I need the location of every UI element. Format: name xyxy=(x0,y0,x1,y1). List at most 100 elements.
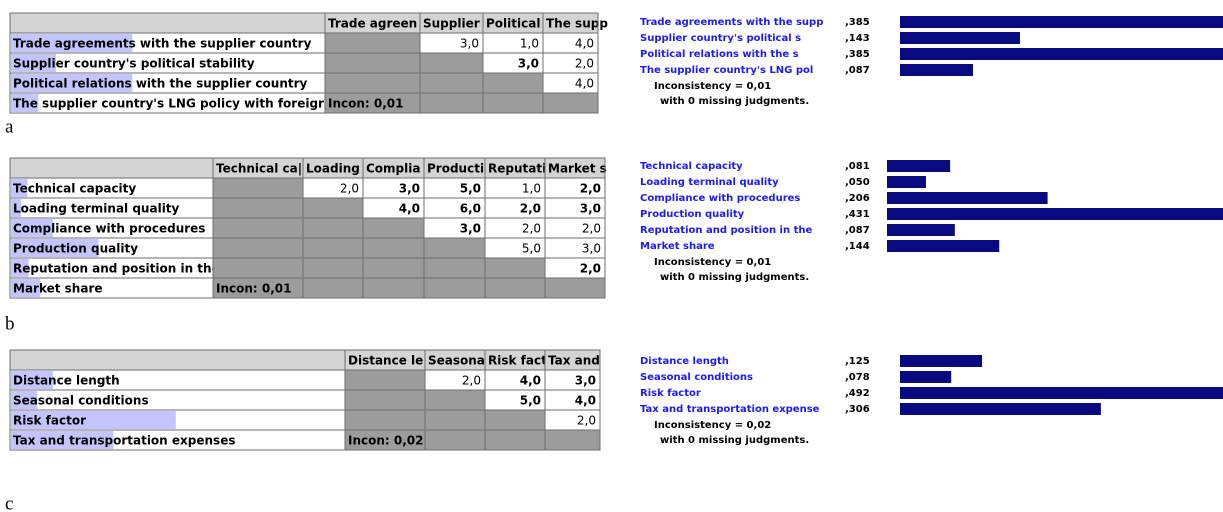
priority-name: Political relations with the s xyxy=(640,49,799,60)
judgment: 4,0 xyxy=(575,37,594,51)
table-border xyxy=(9,349,601,451)
judgment: 3,0 xyxy=(575,374,596,388)
empty-cell xyxy=(324,52,421,74)
priority-highlight xyxy=(11,391,38,409)
priority-highlight xyxy=(11,54,57,72)
inconsistency-cell: Incon: 0,02 xyxy=(348,434,424,448)
empty-cell xyxy=(362,237,425,259)
priority-value: ,125 xyxy=(845,356,870,367)
empty-cell xyxy=(419,72,484,94)
priority-name: Risk factor xyxy=(640,388,701,399)
priority-name: Compliance with procedures xyxy=(640,193,800,204)
column-header: Supplier xyxy=(423,17,480,31)
panel-letter: b xyxy=(5,313,15,334)
priority-bar xyxy=(900,32,1020,44)
priority-bar xyxy=(887,208,1223,220)
priority-bar xyxy=(900,387,1223,399)
empty-cell xyxy=(212,197,304,219)
column-header: Loading xyxy=(306,162,360,176)
judgment: 1,0 xyxy=(520,37,539,51)
row-label: Technical capacity xyxy=(13,182,136,196)
priority-highlight xyxy=(11,179,28,197)
judgment: 3,0 xyxy=(518,57,539,71)
empty-cell xyxy=(484,429,546,451)
priority-value: ,078 xyxy=(845,372,870,383)
priority-highlight xyxy=(11,431,114,449)
priority-value: ,081 xyxy=(845,161,870,172)
judgment: 1,0 xyxy=(522,182,541,196)
priority-highlight xyxy=(11,371,53,389)
priority-value: ,050 xyxy=(845,177,870,188)
empty-cell xyxy=(424,409,486,431)
row-label: Reputation and position in the xyxy=(13,262,220,276)
empty-cell xyxy=(324,32,421,54)
empty-cell xyxy=(544,277,606,299)
empty-cell xyxy=(212,217,304,239)
judgment: 3,0 xyxy=(460,37,479,51)
empty-cell xyxy=(419,52,484,74)
table-border xyxy=(9,12,599,114)
priority-name: Market share xyxy=(640,241,715,252)
empty-cell xyxy=(362,217,425,239)
priority-value: ,143 xyxy=(845,33,870,44)
priority-value: ,306 xyxy=(845,404,870,415)
missing-judgments: with 0 missing judgments. xyxy=(660,272,809,283)
empty-cell xyxy=(362,257,425,279)
priority-highlight xyxy=(11,74,133,92)
panel-letter: a xyxy=(5,116,14,137)
empty-cell xyxy=(424,429,486,451)
priority-value: ,431 xyxy=(845,209,870,220)
priority-bar xyxy=(887,176,926,188)
judgment: 2,0 xyxy=(577,414,596,428)
empty-cell xyxy=(484,277,546,299)
column-header: Trade agreen xyxy=(328,17,417,31)
priority-bar xyxy=(900,403,1101,415)
row-label: The supplier country's LNG policy with f… xyxy=(13,97,324,111)
priority-bar xyxy=(900,371,952,383)
column-header: Market s xyxy=(548,162,607,176)
row-label: Seasonal conditions xyxy=(13,394,149,408)
judgment: 2,0 xyxy=(580,262,601,276)
column-header: The supp xyxy=(546,17,608,31)
empty-cell xyxy=(302,257,364,279)
row-label: Political relations with the supplier co… xyxy=(13,77,308,91)
inconsistency: Inconsistency = 0,01 xyxy=(654,81,771,92)
empty-cell xyxy=(344,409,426,431)
priority-name: Technical capacity xyxy=(640,161,743,172)
priority-name: Distance length xyxy=(640,356,729,367)
priority-value: ,087 xyxy=(845,225,870,236)
empty-cell xyxy=(542,92,599,114)
priority-name: Loading terminal quality xyxy=(640,177,779,188)
row-label: Loading terminal quality xyxy=(13,202,180,216)
priority-value: ,492 xyxy=(845,388,870,399)
row-label: Distance length xyxy=(13,374,120,388)
judgment: 2,0 xyxy=(520,202,541,216)
judgment: 2,0 xyxy=(580,182,601,196)
column-header: Seasona xyxy=(428,354,485,368)
row-label: Trade agreements with the supplier count… xyxy=(13,37,312,51)
empty-cell xyxy=(212,237,304,259)
priority-bar xyxy=(887,224,955,236)
empty-cell xyxy=(212,257,304,279)
priority-bar xyxy=(887,240,1000,252)
judgment: 2,0 xyxy=(575,57,594,71)
row-label: Supplier country's political stability xyxy=(13,57,255,71)
row-label: Compliance with procedures xyxy=(13,222,205,236)
judgment: 3,0 xyxy=(399,182,420,196)
priority-name: Production quality xyxy=(640,209,745,220)
column-header: Technical ca| xyxy=(216,162,302,176)
empty-cell xyxy=(423,277,486,299)
row-label: Market share xyxy=(13,282,103,296)
empty-cell xyxy=(302,197,364,219)
judgment: 4,0 xyxy=(399,202,420,216)
judgment: 5,0 xyxy=(520,394,541,408)
empty-cell xyxy=(482,72,544,94)
judgment: 3,0 xyxy=(582,242,601,256)
priority-name: Trade agreements with the supp xyxy=(640,17,823,28)
priority-highlight xyxy=(11,34,133,52)
row-label: Tax and transportation expenses xyxy=(13,434,235,448)
priority-bar xyxy=(900,64,973,76)
judgment: 5,0 xyxy=(522,242,541,256)
empty-cell xyxy=(302,237,364,259)
